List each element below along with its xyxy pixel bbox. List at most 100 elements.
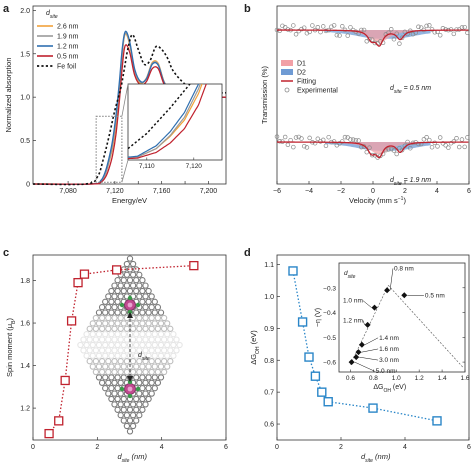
- inset-connector-a: [121, 159, 129, 183]
- inset-data-point-d: [364, 321, 371, 328]
- lattice-ring-c: [120, 406, 127, 413]
- experimental-point-b: [301, 143, 307, 149]
- lattice-ring-c: [102, 309, 109, 316]
- lattice-ring-c: [92, 347, 100, 354]
- lattice-ring-c: [95, 309, 103, 316]
- x-tick-label-a: 7,200: [200, 188, 218, 195]
- experimental-point-b: [345, 135, 350, 140]
- inset-point-leader-d: [354, 361, 375, 372]
- lattice-ring-c: [111, 304, 118, 311]
- lattice-ring-c: [114, 406, 121, 413]
- experimental-point-b: [424, 23, 429, 29]
- lattice-ring-c: [108, 395, 115, 403]
- component-d1-b: [325, 30, 431, 43]
- inset-x-tick-label-d: 1.4: [438, 375, 447, 382]
- y-tick-label-a: 1.0: [20, 95, 30, 102]
- lattice-ring-c: [123, 412, 131, 419]
- lattice-ring-c: [98, 368, 106, 376]
- lattice-ring-c: [95, 363, 103, 370]
- lattice-ring-c: [148, 347, 155, 354]
- data-point-d: [368, 403, 378, 413]
- lattice-ring-c: [126, 417, 134, 424]
- y-axis-label-c: Spin moment (μB): [5, 318, 17, 377]
- experimental-point-b: [304, 145, 310, 150]
- lattice-ring-c: [154, 368, 162, 376]
- experimental-point-b: [312, 140, 318, 146]
- lattice-ring-c: [154, 336, 162, 343]
- inset-point-label-d: 0.5 nm: [425, 293, 445, 300]
- x-tick-label-c: 6: [224, 444, 228, 451]
- lattice-ring-c: [148, 293, 155, 300]
- lattice-ring-c: [92, 358, 100, 365]
- panel-label-d: d: [244, 247, 251, 259]
- lattice-ring-c: [129, 412, 137, 419]
- x-tick-label-b: 6: [467, 188, 471, 195]
- lattice-ring-c: [148, 390, 155, 397]
- lattice-ring-c: [114, 320, 121, 327]
- lattice-ring-c: [117, 368, 124, 376]
- fe-atom-core-c: [127, 386, 133, 392]
- inset-y-tick-label-d: −0.4: [323, 310, 336, 317]
- lattice-ring-c: [108, 298, 115, 305]
- experimental-point-b: [277, 139, 282, 144]
- lattice-ring-c: [136, 390, 143, 397]
- experimental-point-b: [329, 24, 334, 29]
- lattice-ring-c: [98, 314, 106, 322]
- y-tick-label-a: 0.5: [20, 138, 30, 145]
- experimental-point-b: [391, 36, 397, 42]
- x-axis-label-c: dsite (nm): [118, 452, 148, 464]
- lattice-ring-c: [105, 314, 112, 322]
- lattice-ring-c: [102, 320, 109, 327]
- inset-frame-a: [127, 83, 223, 161]
- legend-swatch-b: [281, 60, 293, 66]
- experimental-point-b: [446, 145, 451, 150]
- lattice-ring-c: [129, 368, 137, 376]
- inset-point-label-d: 0.8 nm: [394, 265, 414, 272]
- spectrum-label-b: dsite = 1.9 nm: [390, 177, 431, 187]
- data-point-d: [304, 352, 314, 362]
- lattice-ring-c: [95, 341, 103, 349]
- lattice-ring-c: [111, 358, 118, 365]
- experimental-point-b: [315, 24, 321, 30]
- lattice-ring-c: [92, 336, 100, 343]
- fe-atom-core-c: [127, 302, 133, 308]
- data-point-c: [66, 316, 77, 326]
- lattice-ring-c: [129, 271, 137, 278]
- lattice-ring-c: [83, 341, 90, 349]
- lattice-ring-c: [176, 341, 183, 349]
- lattice-ring-c: [160, 358, 168, 365]
- lattice-ring-c: [114, 277, 121, 284]
- lattice-ring-c: [86, 347, 93, 354]
- lattice-ring-c: [151, 385, 158, 392]
- lattice-ring-c: [111, 390, 118, 397]
- legend-label-a: 2.6 nm: [57, 24, 79, 31]
- experimental-point-b: [320, 24, 326, 29]
- x-tick-label-b: 4: [435, 188, 439, 195]
- x-tick-label-a: 7,080: [59, 188, 77, 195]
- n-atom-c: [127, 393, 133, 399]
- experimental-point-b: [348, 25, 353, 30]
- lattice-ring-c: [120, 352, 127, 359]
- legend-label-a: 1.9 nm: [57, 34, 79, 41]
- data-point-d: [310, 371, 321, 381]
- lattice-ring-c: [123, 358, 131, 365]
- lattice-ring-c: [136, 293, 143, 300]
- experimental-point-b: [416, 141, 421, 147]
- experimental-point-b: [323, 28, 329, 34]
- lattice-ring-c: [86, 325, 93, 332]
- lattice-ring-c: [154, 358, 162, 365]
- inset-x-tick-label-d: 1.2: [415, 375, 424, 382]
- lattice-ring-c: [98, 379, 106, 386]
- lattice-ring-c: [105, 368, 112, 376]
- experimental-points-b: [274, 134, 470, 160]
- y-tick-label-a: 1.5: [20, 51, 30, 58]
- lattice-ring-c: [139, 298, 146, 305]
- lattice-ring-c: [136, 368, 143, 376]
- y-tick-label-d: 0.6: [264, 422, 274, 429]
- lattice-ring-c: [129, 347, 137, 354]
- lattice-ring-c: [139, 287, 146, 295]
- inset-data-point-d: [353, 354, 360, 361]
- lattice-ring-c: [123, 347, 131, 354]
- lattice-ring-c: [157, 331, 165, 338]
- lattice-ring-c: [102, 331, 109, 338]
